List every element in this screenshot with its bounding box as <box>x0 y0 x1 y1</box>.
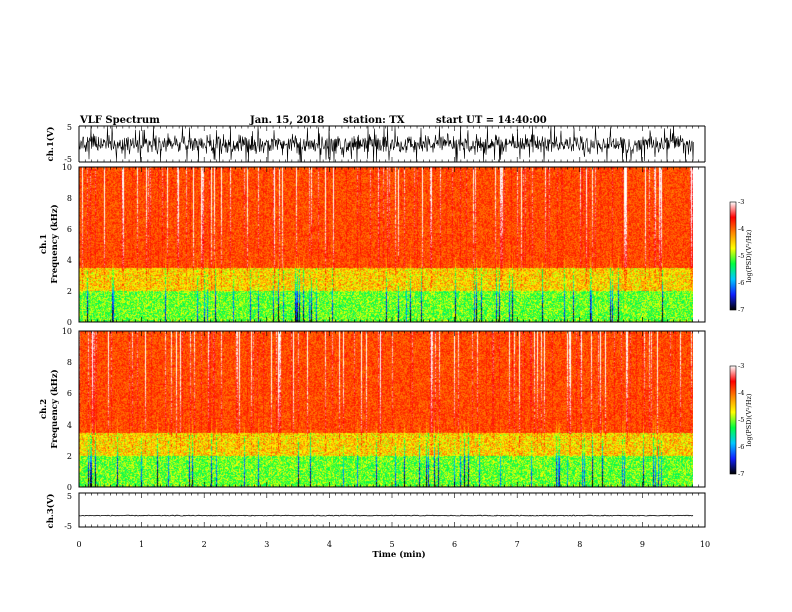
time-tick-label: 2 <box>202 540 207 549</box>
ch2-spec-ytick-2: 2 <box>67 452 72 461</box>
time-tick-label: 3 <box>264 540 269 549</box>
ch1-ytick-bottom: -5 <box>64 155 72 164</box>
ch2-colorbar-label: log(PSD)(V²/Hz) <box>745 393 753 446</box>
ch1-spectrogram-image <box>79 167 693 322</box>
ch1-spec-ytick-4: 4 <box>67 256 72 265</box>
time-tick-label: 9 <box>640 540 645 549</box>
ch1-waveform-trace <box>78 126 694 163</box>
time-tick-label: 4 <box>327 540 332 549</box>
ch1-spec-ytick-2: 2 <box>67 287 72 296</box>
ch3-waveform-frame <box>78 492 706 528</box>
time-tick-label: 8 <box>577 540 582 549</box>
ch2-colorbar-frame <box>729 365 737 475</box>
ch2-spectrogram-ylabel: ch.2 <box>39 399 49 419</box>
time-axis-label: Time (min) <box>372 549 425 560</box>
time-tick-label: 7 <box>515 540 520 549</box>
ch2-cb-tick-4: -7 <box>738 470 744 478</box>
ch1-waveform-ylabel: ch.1(V) <box>45 127 56 162</box>
ch2-colorbar: -3 -4 -5 -6 -7 log(PSD)(V²/Hz) <box>729 362 753 478</box>
ch1-spectrogram-ylabel: ch.1 <box>39 234 49 254</box>
ch2-colorbar-gradient <box>730 366 736 474</box>
ch1-spec-ytick-10: 10 <box>62 163 72 172</box>
ch2-spec-ytick-10: 10 <box>62 327 72 336</box>
ch1-waveform-panel: 5 -5 ch.1(V) <box>45 123 706 164</box>
ch1-spec-ytick-6: 6 <box>67 225 72 234</box>
time-tick-label: 1 <box>139 540 144 549</box>
station-label: station: TX <box>343 115 405 126</box>
time-tick-label: 6 <box>452 540 457 549</box>
ch3-waveform-panel: 5 -5 ch.3(V) <box>45 492 706 531</box>
ch1-colorbar-frame <box>729 201 737 311</box>
time-tick-label: 10 <box>700 540 710 549</box>
ch1-spectrogram-panel: 0 2 4 6 8 10 ch.1 Frequency (kHz) <box>39 163 706 327</box>
ch2-spectrogram-panel: 0 2 4 6 8 10 ch.2 Frequency (kHz) <box>39 327 706 492</box>
ch2-spectrogram-freq-label: Frequency (kHz) <box>49 369 60 448</box>
time-axis: 0 1 2 3 4 5 6 7 8 9 10 <box>76 126 710 549</box>
ch1-cb-tick-4: -7 <box>738 306 744 314</box>
instrument-title: VLF Spectrum <box>79 115 160 126</box>
ch1-ytick-top: 5 <box>67 123 72 132</box>
time-tick-label: 0 <box>76 540 81 549</box>
ch1-cb-tick-0: -3 <box>738 198 744 206</box>
ch1-spec-ytick-0: 0 <box>67 318 72 327</box>
ch3-ytick-bottom: -5 <box>64 522 72 531</box>
ch3-waveform-trace <box>78 514 694 517</box>
ch1-spectrogram-yticks: 0 2 4 6 8 10 <box>62 163 72 327</box>
ch2-cb-tick-3: -6 <box>738 443 744 451</box>
ch2-spec-ytick-4: 4 <box>67 421 72 430</box>
ch2-spectrogram-image <box>79 331 693 487</box>
ch1-colorbar-gradient <box>730 202 736 310</box>
ch2-spec-ytick-6: 6 <box>67 389 72 398</box>
time-tick-label: 5 <box>389 540 394 549</box>
ch1-spec-ytick-8: 8 <box>67 194 72 203</box>
start-time-label: start UT = 14:40:00 <box>436 115 547 126</box>
ch2-cb-tick-2: -5 <box>738 416 744 424</box>
ch2-spectrogram-yticks: 0 2 4 6 8 10 <box>62 327 72 492</box>
ch1-colorbar: -3 -4 -5 -6 -7 log(PSD)(V²/Hz) <box>729 198 753 314</box>
ch2-cb-tick-1: -4 <box>738 389 744 397</box>
ch1-cb-tick-3: -6 <box>738 279 744 287</box>
ch1-cb-tick-1: -4 <box>738 225 744 233</box>
date-label: Jan. 15, 2018 <box>249 115 324 126</box>
ch1-spectrogram-freq-label: Frequency (kHz) <box>49 204 60 283</box>
ch3-waveform-ylabel: ch.3(V) <box>45 494 56 529</box>
ch1-cb-tick-2: -5 <box>738 252 744 260</box>
ch2-cb-tick-0: -3 <box>738 362 744 370</box>
ch1-colorbar-label: log(PSD)(V²/Hz) <box>745 229 753 282</box>
ch3-ytick-top: 5 <box>67 492 72 501</box>
ch2-spec-ytick-8: 8 <box>67 358 72 367</box>
ch2-spec-ytick-0: 0 <box>67 483 72 492</box>
